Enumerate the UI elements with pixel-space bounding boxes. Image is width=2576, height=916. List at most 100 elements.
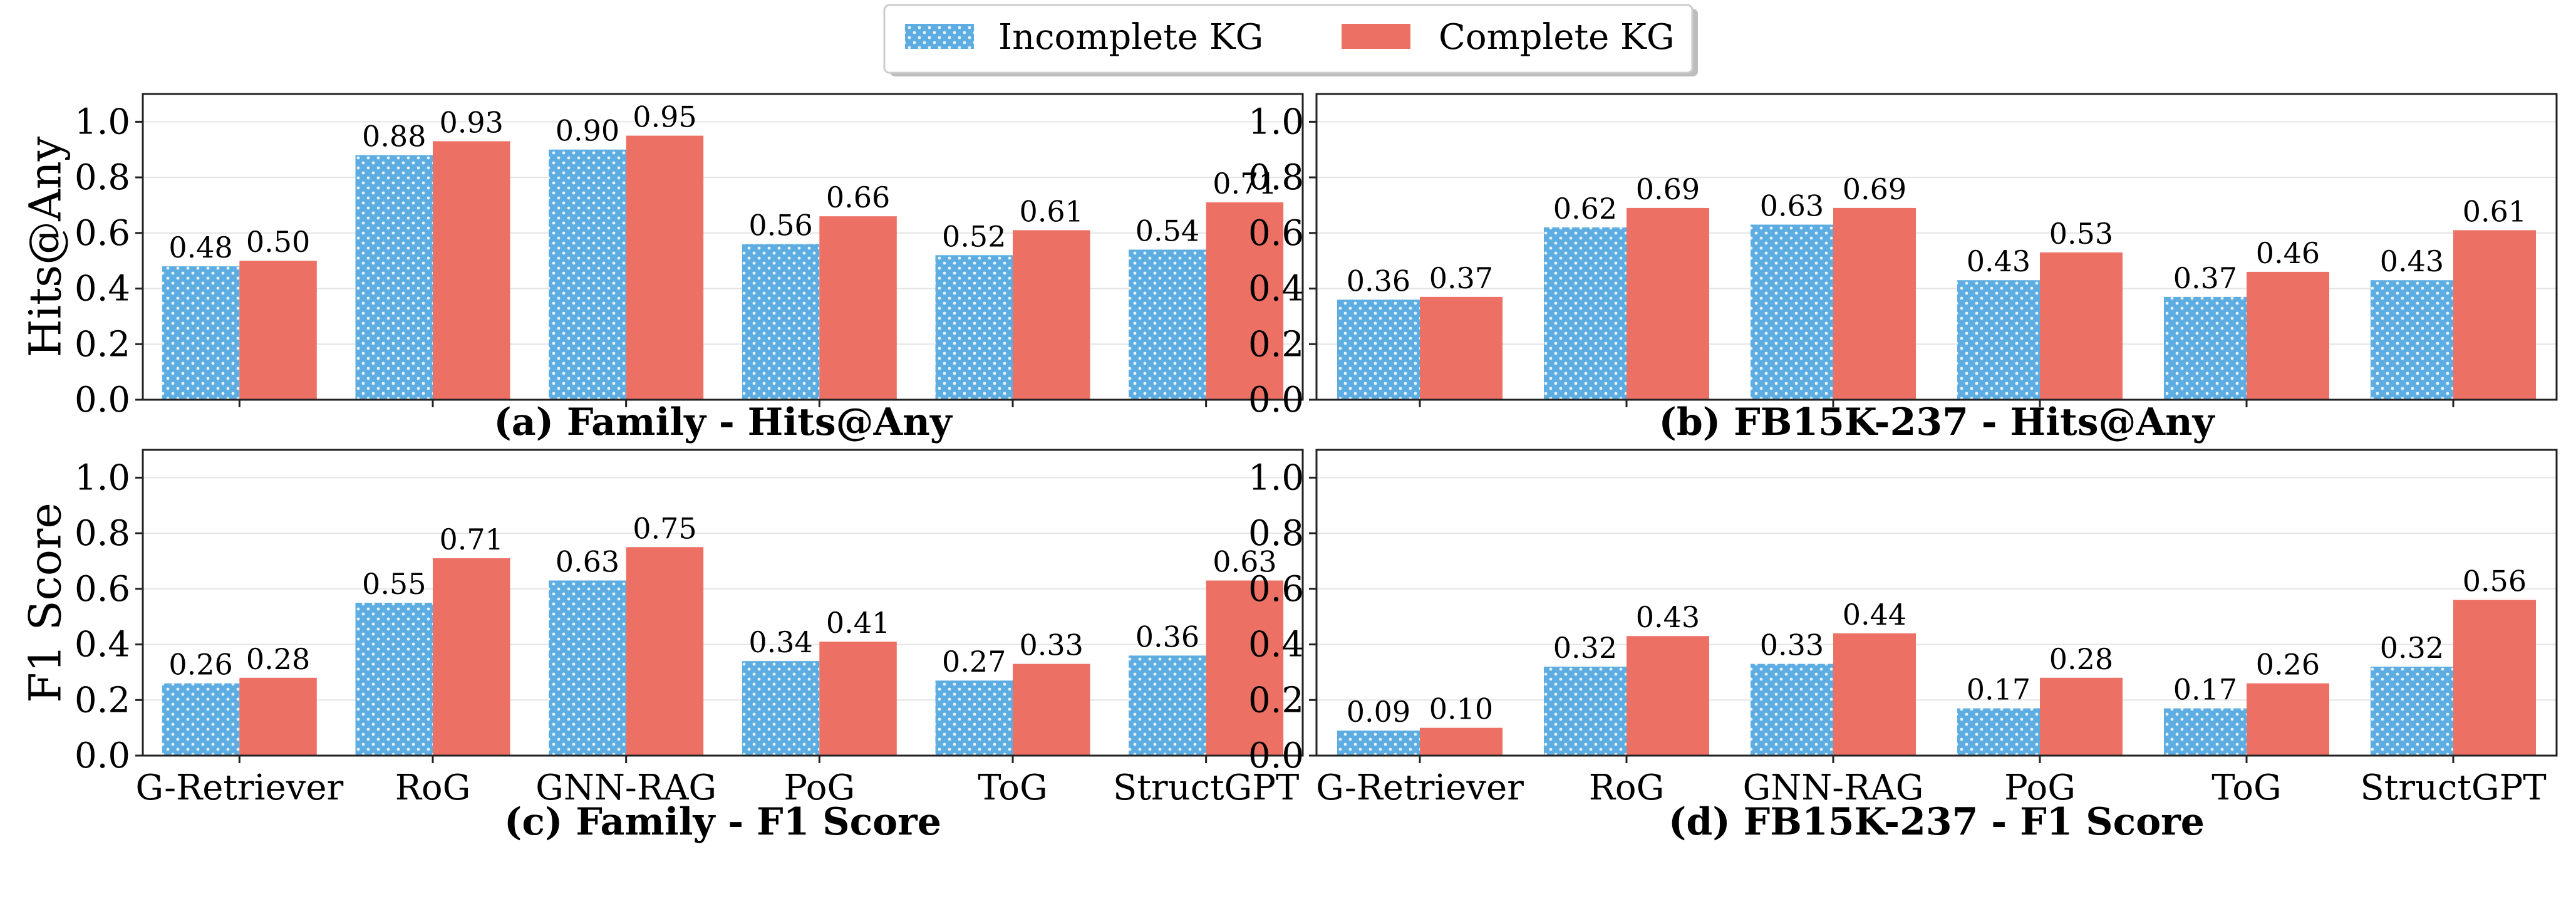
x-tick-label: PoG	[784, 768, 855, 808]
x-ticks	[238, 400, 1208, 407]
bar-incomplete-kg	[1129, 249, 1206, 400]
bar-complete-kg	[819, 642, 897, 756]
x-tick-label: GNN-RAG	[1743, 768, 1924, 808]
y-tick-label: 0.2	[75, 680, 130, 721]
bar-incomplete-kg	[2371, 280, 2453, 400]
data-label: 0.33	[1760, 628, 1824, 662]
data-label: 0.44	[1843, 598, 1906, 632]
y-tick-label: 1.0	[1248, 101, 1304, 142]
bar-incomplete-kg	[549, 580, 626, 756]
x-tick-label: PoG	[2004, 768, 2076, 808]
legend-swatch-complete	[1342, 24, 1410, 49]
subplot-title: (c) Family - F1 Score	[504, 800, 941, 844]
value-labels: 0.26 0.28 0.55 0.71 0.63 0.75 0.34 0.41 0.27 0.33…	[168, 511, 1276, 681]
plot-frame	[142, 93, 1304, 401]
data-label: 0.93	[440, 105, 504, 139]
y-tick-label: 0.6	[1248, 213, 1304, 254]
y-tick-label: 0.2	[1248, 324, 1304, 365]
y-tick-label: 0.8	[75, 513, 130, 554]
y-tick-label: 0.8	[75, 157, 130, 198]
data-label: 0.63	[1213, 545, 1276, 579]
data-label: 0.41	[826, 606, 890, 640]
bar-incomplete-kg	[1751, 664, 1833, 756]
y-tick-label: 0.0	[75, 380, 130, 420]
y-axis-label: Hits@Any	[20, 136, 71, 357]
bar-incomplete-kg	[742, 244, 820, 400]
data-label: 0.75	[633, 511, 696, 545]
data-label: 0.32	[2380, 631, 2444, 665]
x-tick-label: StructGPT	[2360, 768, 2546, 808]
y-tick-label: 0.0	[1248, 380, 1304, 420]
bar-complete-kg	[1013, 664, 1090, 756]
y-tick-label: 0.4	[75, 269, 130, 310]
data-label: 0.26	[2256, 648, 2320, 682]
data-label: 0.61	[1020, 194, 1084, 228]
x-tick-label: GNN-RAG	[535, 768, 716, 808]
data-label: 0.88	[362, 120, 426, 154]
subplot-title: (d) FB15K-237 - F1 Score	[1668, 800, 2205, 844]
data-label: 0.10	[1429, 692, 1493, 726]
data-label: 0.28	[246, 642, 310, 676]
bar-incomplete-kg	[1544, 667, 1627, 756]
x-tick-label: RoG	[395, 768, 471, 808]
panel-d: 0.09 0.10 0.32 0.43 0.33 0.44 0.17 0.28 0.17 0.26…	[1248, 449, 2558, 844]
y-tick-label: 0.0	[75, 736, 130, 776]
legend-frame	[883, 4, 1694, 74]
bar-complete-kg	[1833, 633, 1916, 756]
data-label: 0.66	[826, 180, 890, 214]
x-ticks	[1419, 400, 2454, 407]
y-ticks: 0.0 0.2 0.4 0.6 0.8 1.0	[75, 457, 143, 776]
bar-complete-kg	[1206, 202, 1284, 400]
value-labels: 0.36 0.37 0.62 0.69 0.63 0.69 0.43 0.53 0.37 0.46…	[1347, 172, 2527, 298]
bars	[162, 135, 1284, 400]
bar-incomplete-kg	[935, 680, 1013, 756]
bar-complete-kg	[2453, 230, 2536, 400]
bar-incomplete-kg	[1544, 227, 1627, 400]
bars	[1337, 600, 2536, 756]
data-label: 0.54	[1135, 214, 1199, 247]
bar-incomplete-kg	[1957, 708, 2040, 756]
data-label: 0.63	[1760, 189, 1824, 223]
bar-complete-kg	[1420, 296, 1503, 400]
y-ticks: 0.0 0.2 0.4 0.6 0.8 1.0	[1248, 101, 1316, 420]
plot-frame	[1315, 93, 2558, 401]
bar-complete-kg	[2247, 271, 2329, 400]
legend: Incomplete KG Complete KG	[883, 4, 1698, 76]
bar-complete-kg	[2040, 252, 2123, 400]
bar-complete-kg	[626, 547, 704, 756]
panel-b: 0.36 0.37 0.62 0.69 0.63 0.69 0.43 0.53 0.37 0.46…	[1248, 93, 2558, 444]
y-tick-label: 0.2	[1248, 680, 1304, 721]
bar-complete-kg	[1627, 207, 1709, 400]
data-label: 0.33	[1020, 628, 1084, 662]
x-tick-label: StructGPT	[1113, 768, 1299, 808]
data-label: 0.36	[1347, 264, 1410, 298]
bar-incomplete-kg	[1337, 299, 1420, 400]
data-label: 0.27	[942, 645, 1006, 679]
data-label: 0.56	[2463, 565, 2527, 598]
y-tick-label: 1.0	[1248, 457, 1304, 498]
x-ticks: G-Retriever RoG GNN-RAG PoG ToG StructGPT	[135, 756, 1299, 808]
y-ticks: 0.0 0.2 0.4 0.6 0.8 1.0	[1248, 457, 1316, 776]
bar-complete-kg	[2453, 600, 2536, 756]
y-tick-label: 0.6	[75, 213, 130, 254]
data-label: 0.43	[1967, 244, 2030, 278]
bar-complete-kg	[1013, 230, 1090, 400]
data-label: 0.71	[1213, 167, 1276, 200]
plot-frame	[142, 449, 1304, 757]
bar-complete-kg	[239, 261, 317, 400]
data-label: 0.28	[2049, 642, 2113, 676]
value-labels: 0.09 0.10 0.32 0.43 0.33 0.44 0.17 0.28 0.17 0.26…	[1347, 565, 2527, 729]
bar-complete-kg	[1206, 580, 1284, 756]
bar-complete-kg	[2040, 677, 2123, 756]
bar-complete-kg	[1420, 727, 1503, 756]
y-tick-label: 0.6	[75, 569, 130, 610]
data-label: 0.53	[2049, 217, 2113, 251]
bar-complete-kg	[1833, 207, 1916, 400]
data-label: 0.61	[2463, 194, 2527, 228]
data-label: 0.37	[2173, 261, 2237, 295]
x-tick-label: ToG	[978, 768, 1047, 808]
data-label: 0.34	[748, 625, 812, 659]
data-label: 0.43	[1636, 600, 1700, 634]
subplot-title: (a) Family - Hits@Any	[494, 400, 953, 444]
